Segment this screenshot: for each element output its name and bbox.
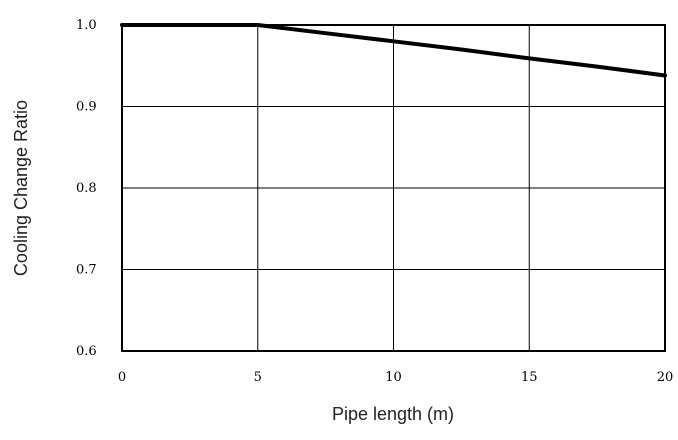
y-tick-label: 0.8 — [76, 181, 97, 196]
x-tick-label: 20 — [657, 370, 674, 385]
grid — [122, 25, 665, 351]
y-tick-label: 0.7 — [76, 263, 97, 278]
series-group — [120, 23, 667, 78]
y-tick-label: 0.9 — [76, 100, 97, 115]
x-tick-label: 0 — [118, 370, 126, 385]
x-tick-labels: 0 5 10 15 20 — [118, 370, 673, 385]
y-axis-label: Cooling Change Ratio — [11, 100, 31, 276]
series-line-0 — [120, 23, 667, 78]
x-tick-label: 5 — [254, 370, 262, 385]
y-tick-label: 0.6 — [76, 344, 97, 359]
x-tick-label: 15 — [521, 370, 538, 385]
x-axis-label: Pipe length (m) — [332, 404, 454, 424]
plot-frame — [121, 24, 666, 352]
x-tick-label: 10 — [385, 370, 402, 385]
y-tick-labels: 0.6 0.7 0.8 0.9 1.0 — [76, 18, 97, 359]
y-tick-label: 1.0 — [76, 18, 97, 33]
